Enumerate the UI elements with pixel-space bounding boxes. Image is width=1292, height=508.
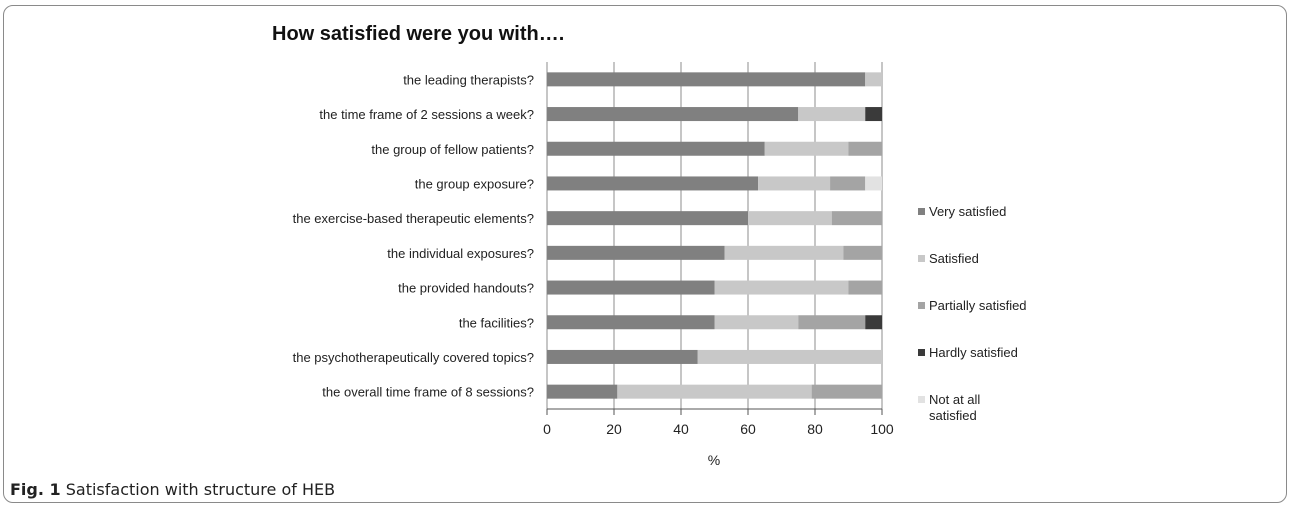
bar-very-satisfied-2 bbox=[547, 107, 799, 122]
bar-satisfied-5 bbox=[748, 211, 832, 226]
x-axis-label: % bbox=[708, 452, 720, 468]
chart-title: How satisfied were you with…. bbox=[272, 23, 564, 45]
category-label-5: the exercise-based therapeutic elements? bbox=[293, 211, 534, 226]
category-label-10: the overall time frame of 8 sessions? bbox=[322, 385, 534, 400]
bar-very-satisfied-1 bbox=[547, 72, 866, 87]
bar-partially-satisfied-4 bbox=[830, 176, 866, 191]
bar-very-satisfied-7 bbox=[547, 280, 715, 295]
bar-satisfied-1 bbox=[865, 72, 882, 87]
legend: Very satisfied Satisfied Partially satisfi… bbox=[918, 204, 1027, 423]
bar-satisfied-10 bbox=[617, 384, 812, 399]
bar-partially-satisfied-3 bbox=[848, 141, 882, 156]
category-label-6: the individual exposures? bbox=[387, 246, 534, 261]
legend-label-not-at-all-satisfied: Not at all satisfied bbox=[929, 392, 980, 423]
category-label-7: the provided handouts? bbox=[398, 281, 534, 296]
x-tick-label-20: 20 bbox=[606, 421, 622, 437]
x-tick-label-100: 100 bbox=[870, 421, 894, 437]
caption-label: Fig. 1 bbox=[10, 480, 61, 499]
bar-satisfied-9 bbox=[697, 349, 882, 364]
legend-swatch-very-satisfied bbox=[918, 208, 925, 215]
caption-text: Satisfaction with structure of HEB bbox=[65, 480, 336, 499]
x-tick-label-0: 0 bbox=[543, 421, 551, 437]
figure-frame bbox=[3, 5, 1287, 503]
bar-partially-satisfied-5 bbox=[831, 211, 882, 226]
bar-satisfied-3 bbox=[764, 141, 849, 156]
legend-swatch-not-at-all-satisfied bbox=[918, 396, 925, 403]
bar-hardly-satisfied-8 bbox=[865, 315, 882, 330]
bar-partially-satisfied-10 bbox=[811, 384, 882, 399]
bar-very-satisfied-10 bbox=[547, 384, 618, 399]
bar-very-satisfied-6 bbox=[547, 245, 725, 260]
category-label-9: the psychotherapeutically covered topics… bbox=[293, 350, 534, 365]
category-label-2: the time frame of 2 sessions a week? bbox=[319, 107, 534, 122]
bar-partially-satisfied-8 bbox=[798, 315, 866, 330]
legend-swatch-partially-satisfied bbox=[918, 302, 925, 309]
legend-label-satisfied: Satisfied bbox=[929, 251, 979, 266]
bar-hardly-satisfied-2 bbox=[865, 107, 882, 122]
bars bbox=[547, 72, 882, 399]
category-label-4: the group exposure? bbox=[415, 176, 534, 191]
bar-not-at-all-satisfied-4 bbox=[865, 176, 882, 191]
bar-very-satisfied-5 bbox=[547, 211, 748, 226]
bar-very-satisfied-3 bbox=[547, 141, 765, 156]
category-label-3: the group of fellow patients? bbox=[371, 142, 534, 157]
bar-partially-satisfied-6 bbox=[843, 245, 882, 260]
legend-label-hardly-satisfied: Hardly satisfied bbox=[929, 345, 1018, 360]
x-tick-label-40: 40 bbox=[673, 421, 689, 437]
x-tick-label-80: 80 bbox=[807, 421, 823, 437]
bar-satisfied-7 bbox=[714, 280, 849, 295]
bar-very-satisfied-4 bbox=[547, 176, 759, 191]
bar-satisfied-2 bbox=[798, 107, 866, 122]
bar-very-satisfied-9 bbox=[547, 349, 698, 364]
x-axis-ticks: 0 20 40 60 80 100 bbox=[543, 409, 894, 437]
category-labels: the leading therapists? the time frame of… bbox=[293, 72, 534, 399]
x-tick-label-60: 60 bbox=[740, 421, 756, 437]
bar-very-satisfied-8 bbox=[547, 315, 715, 330]
category-label-8: the facilities? bbox=[459, 315, 534, 330]
legend-swatch-satisfied bbox=[918, 255, 925, 262]
bar-partially-satisfied-7 bbox=[848, 280, 882, 295]
legend-label-partially-satisfied: Partially satisfied bbox=[929, 298, 1027, 313]
bar-satisfied-4 bbox=[758, 176, 831, 191]
bar-satisfied-6 bbox=[724, 245, 844, 260]
legend-swatch-hardly-satisfied bbox=[918, 349, 925, 356]
category-label-1: the leading therapists? bbox=[403, 72, 534, 87]
figure-caption: Fig. 1 Satisfaction with structure of HE… bbox=[10, 480, 335, 499]
legend-label-very-satisfied: Very satisfied bbox=[929, 204, 1006, 219]
bar-satisfied-8 bbox=[714, 315, 799, 330]
